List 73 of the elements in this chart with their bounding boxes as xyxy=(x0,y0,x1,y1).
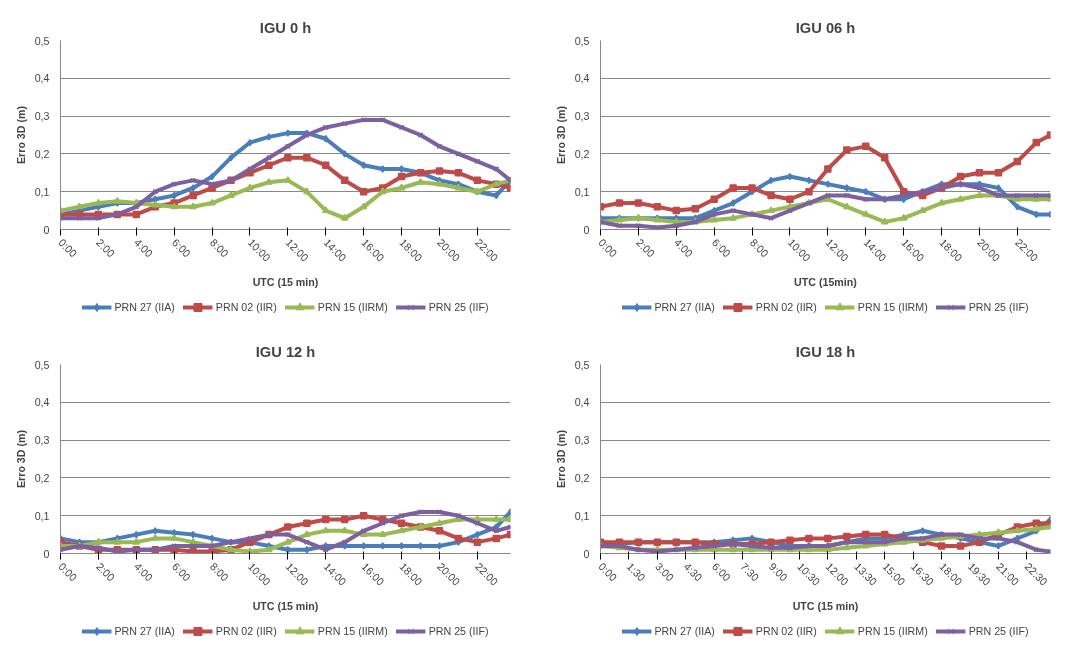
y-axis-title: Erro 3D (m) xyxy=(14,429,27,489)
y-tick-label: 0,1 xyxy=(34,509,50,522)
x-tick-label: 0:00 xyxy=(56,236,80,260)
x-axis-title: UTC (15 min) xyxy=(252,275,319,288)
legend-label: PRN 25 (IIF) xyxy=(428,625,489,637)
x-tick-label: 2:00 xyxy=(634,236,658,260)
x-tick-label: 2:00 xyxy=(94,560,118,584)
chart-title: IGU 12 h xyxy=(255,343,316,360)
legend-label: PRN 25 (IIF) xyxy=(968,625,1029,637)
y-tick-label: 0,1 xyxy=(34,185,50,198)
legend-label: PRN 27 (IIA) xyxy=(654,301,715,313)
y-tick-label: 0 xyxy=(583,547,590,560)
x-tick-label: 6:00 xyxy=(169,560,194,584)
y-tick-label: 0 xyxy=(43,223,50,236)
x-tick-label: 8:00 xyxy=(207,560,232,584)
x-axis-title: UTC (15 min) xyxy=(792,599,859,612)
y-tick-label: 0,5 xyxy=(574,34,590,47)
y-tick-label: 0,4 xyxy=(574,72,590,85)
legend-label: PRN 02 (IIR) xyxy=(215,625,277,637)
x-tick-label: 4:00 xyxy=(672,236,696,260)
x-tick-label: 4:00 xyxy=(132,236,156,260)
legend-label: PRN 25 (IIF) xyxy=(428,301,489,313)
y-tick-label: 0,4 xyxy=(34,72,50,85)
legend-label: PRN 27 (IIA) xyxy=(114,301,175,313)
y-axis-title: Erro 3D (m) xyxy=(14,105,27,165)
legend-label: PRN 15 (IIRM) xyxy=(317,301,388,313)
chart-title: IGU 18 h xyxy=(795,343,856,360)
x-tick-label: 4:30 xyxy=(681,560,705,584)
y-tick-label: 0,3 xyxy=(574,110,590,123)
y-tick-label: 0,2 xyxy=(34,147,50,160)
x-tick-label: 0:00 xyxy=(596,236,620,260)
x-tick-label: 1:30 xyxy=(624,560,648,584)
x-tick-label: 3:00 xyxy=(653,560,677,584)
x-tick-label: 9:00 xyxy=(766,560,790,584)
legend-label: PRN 27 (IIA) xyxy=(114,625,175,637)
y-tick-label: 0,1 xyxy=(574,509,590,522)
y-tick-label: 0,2 xyxy=(34,471,50,484)
x-tick-label: 2:00 xyxy=(94,236,118,260)
y-axis-title: Erro 3D (m) xyxy=(554,429,567,489)
y-tick-label: 0,4 xyxy=(34,396,50,409)
x-tick-label: 8:00 xyxy=(207,236,232,260)
legend-label: PRN 15 (IIRM) xyxy=(317,625,388,637)
y-tick-label: 0 xyxy=(43,547,50,560)
x-tick-label: 4:00 xyxy=(132,560,156,584)
y-tick-label: 0,3 xyxy=(34,434,50,447)
x-tick-label: 0:00 xyxy=(596,560,620,584)
chart-title: IGU 0 h xyxy=(259,19,312,36)
x-axis-title: UTC (15 min) xyxy=(252,599,319,612)
chart-title: IGU 06 h xyxy=(795,19,856,36)
y-tick-label: 0,5 xyxy=(574,358,590,371)
x-axis-title: UTC (15min) xyxy=(794,275,858,288)
legend-label: PRN 15 (IIRM) xyxy=(857,625,928,637)
x-tick-label: 6:00 xyxy=(709,236,734,260)
y-tick-label: 0,3 xyxy=(34,110,50,123)
legend-label: PRN 25 (IIF) xyxy=(968,301,1029,313)
legend-label: PRN 02 (IIR) xyxy=(755,625,817,637)
y-tick-label: 0,3 xyxy=(574,434,590,447)
legend-label: PRN 27 (IIA) xyxy=(654,625,715,637)
y-tick-label: 0,5 xyxy=(34,34,50,47)
y-tick-label: 0,2 xyxy=(574,147,590,160)
legend-label: PRN 02 (IIR) xyxy=(215,301,277,313)
y-tick-label: 0,2 xyxy=(574,471,590,484)
legend-label: PRN 02 (IIR) xyxy=(755,301,817,313)
y-tick-label: 0 xyxy=(583,223,590,236)
y-axis-title: Erro 3D (m) xyxy=(554,105,567,165)
x-tick-label: 0:00 xyxy=(56,560,80,584)
y-tick-label: 0,4 xyxy=(574,396,590,409)
x-tick-label: 6:00 xyxy=(169,236,194,260)
x-tick-label: 6:00 xyxy=(709,560,734,584)
y-tick-label: 0,1 xyxy=(574,185,590,198)
x-tick-label: 8:00 xyxy=(747,236,772,260)
legend-label: PRN 15 (IIRM) xyxy=(857,301,928,313)
y-tick-label: 0,5 xyxy=(34,358,50,371)
